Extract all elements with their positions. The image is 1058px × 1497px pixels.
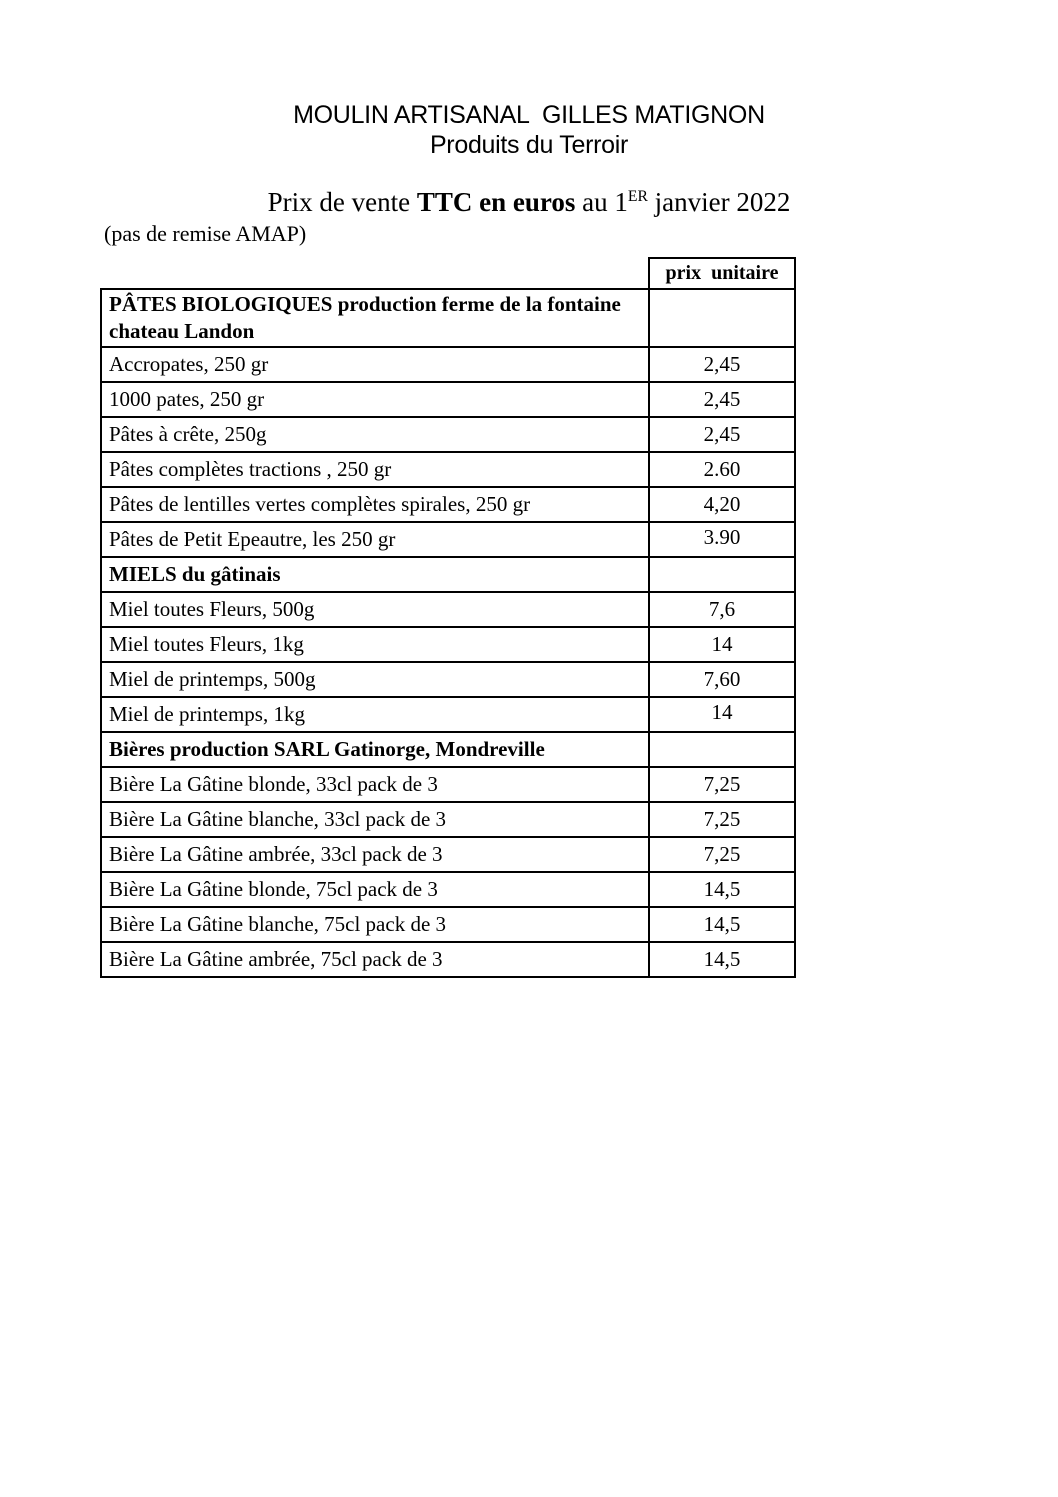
document-header: MOULIN ARTISANAL GILLES MATIGNON Produit… — [0, 0, 1058, 247]
product-label: Pâtes de lentilles vertes complètes spir… — [100, 486, 650, 523]
price-value: 7,25 — [648, 766, 796, 803]
table-row: Pâtes à crête, 250g 2,45 — [100, 416, 796, 453]
page-subtitle: Produits du Terroir — [429, 131, 629, 159]
price-header-row: prix unitaire — [101, 257, 796, 290]
product-label: Bière La Gâtine blonde, 33cl pack de 3 — [100, 766, 650, 803]
product-label: Miel toutes Fleurs, 1kg — [100, 626, 650, 663]
table-row: Miel toutes Fleurs, 500g 7,6 — [100, 591, 796, 628]
price-value: 7,25 — [648, 801, 796, 838]
price-value: 3.90 — [648, 521, 796, 558]
price-date-line: Prix de vente TTC en euros au 1ER janvie… — [0, 187, 1058, 217]
price-line-superscript: ER — [627, 188, 648, 205]
section-row: PÂTES BIOLOGIQUES production ferme de la… — [100, 288, 796, 348]
table-row: Pâtes complètes tractions , 250 gr 2.60 — [100, 451, 796, 488]
price-value: 7,60 — [648, 661, 796, 698]
page-title: MOULIN ARTISANAL GILLES MATIGNON — [293, 101, 765, 129]
price-line-regular-start: Prix de vente — [267, 187, 417, 217]
price-value: 7,25 — [648, 836, 796, 873]
table-row: Miel de printemps, 1kg 14 — [100, 696, 796, 733]
price-value: 7,6 — [648, 591, 796, 628]
price-line-bold: TTC en euros — [416, 187, 576, 217]
price-value: 14,5 — [648, 906, 796, 943]
price-value — [648, 288, 796, 348]
table-row: Miel toutes Fleurs, 1kg 14 — [100, 626, 796, 663]
product-label: Bière La Gâtine blonde, 75cl pack de 3 — [100, 871, 650, 908]
price-value: 14,5 — [648, 871, 796, 908]
table-row: Bière La Gâtine blonde, 75cl pack de 3 14… — [100, 871, 796, 908]
table-row: Pâtes de lentilles vertes complètes spir… — [100, 486, 796, 523]
product-label: Pâtes à crête, 250g — [100, 416, 650, 453]
price-table: prix unitaire PÂTES BIOLOGIQUES producti… — [100, 257, 796, 978]
table-row: Miel de printemps, 500g 7,60 — [100, 661, 796, 698]
product-label: Miel de printemps, 1kg — [100, 696, 650, 733]
header-spacer-cell — [101, 258, 649, 289]
price-line-regular-post: janvier 2022 — [647, 187, 791, 217]
price-value: 2.60 — [648, 451, 796, 488]
product-label: 1000 pates, 250 gr — [100, 381, 650, 418]
product-label: Bière La Gâtine blanche, 75cl pack de 3 — [100, 906, 650, 943]
price-line-regular-pre: au 1 — [575, 187, 628, 217]
price-value: 14 — [648, 696, 796, 733]
section-label: Bières production SARL Gatinorge, Mondre… — [100, 731, 650, 768]
table-row: Pâtes de Petit Epeautre, les 250 gr 3.90 — [100, 521, 796, 558]
table-row: 1000 pates, 250 gr 2,45 — [100, 381, 796, 418]
table-row: Bière La Gâtine blonde, 33cl pack de 3 7,… — [100, 766, 796, 803]
price-value: 4,20 — [648, 486, 796, 523]
product-label: Pâtes de Petit Epeautre, les 250 gr — [100, 521, 650, 558]
product-label: Bière La Gâtine ambrée, 33cl pack de 3 — [100, 836, 650, 873]
price-value: 2,45 — [648, 416, 796, 453]
section-row: Bières production SARL Gatinorge, Mondre… — [100, 731, 796, 768]
product-label: Bière La Gâtine blanche, 33cl pack de 3 — [100, 801, 650, 838]
table-row: Bière La Gâtine ambrée, 33cl pack de 3 7,… — [100, 836, 796, 873]
product-label: Pâtes complètes tractions , 250 gr — [100, 451, 650, 488]
section-row: MIELS du gâtinais — [100, 556, 796, 593]
section-label: MIELS du gâtinais — [100, 556, 650, 593]
price-value — [648, 556, 796, 593]
price-value: 14 — [648, 626, 796, 663]
product-label: Accropates, 250 gr — [100, 346, 650, 383]
section-label: PÂTES BIOLOGIQUES production ferme de la… — [100, 288, 650, 348]
table-row: Bière La Gâtine ambrée, 75cl pack de 3 14… — [100, 941, 796, 978]
product-label: Miel toutes Fleurs, 500g — [100, 591, 650, 628]
price-value — [648, 731, 796, 768]
price-value: 14,5 — [648, 941, 796, 978]
amap-note: (pas de remise AMAP) — [104, 221, 307, 246]
table-row: Accropates, 250 gr 2,45 — [100, 346, 796, 383]
price-table-body: PÂTES BIOLOGIQUES production ferme de la… — [100, 288, 796, 978]
product-label: Miel de printemps, 500g — [100, 661, 650, 698]
price-table-head: prix unitaire — [101, 257, 796, 290]
price-column-header: prix unitaire — [648, 257, 796, 290]
price-value: 2,45 — [648, 346, 796, 383]
product-label: Bière La Gâtine ambrée, 75cl pack de 3 — [100, 941, 650, 978]
price-value: 2,45 — [648, 381, 796, 418]
